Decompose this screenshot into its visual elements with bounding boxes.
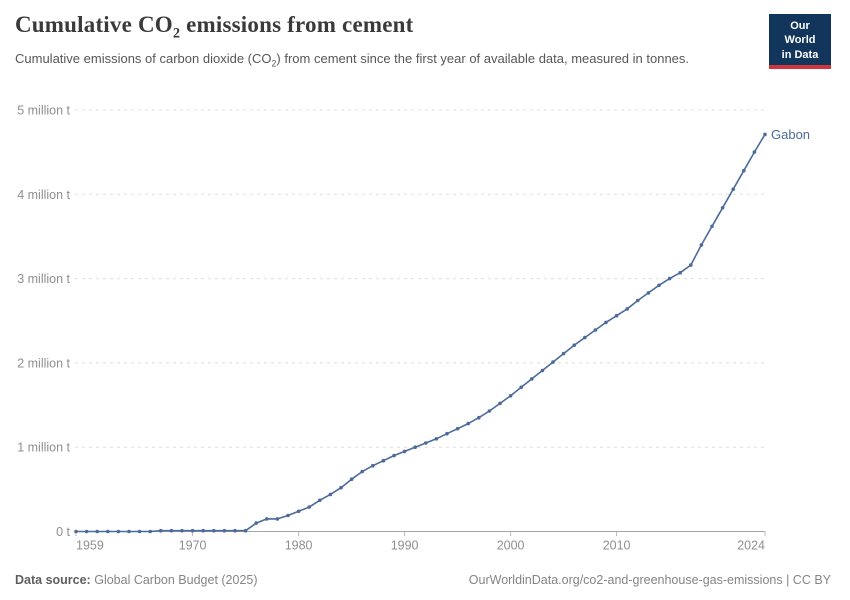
x-tick-label: 1970 [179, 539, 207, 553]
data-point[interactable] [646, 291, 651, 295]
chart-title-text-2: emissions from cement [180, 12, 414, 37]
y-tick-label: 2 million t [17, 356, 70, 370]
data-point[interactable] [477, 415, 481, 420]
data-point[interactable] [296, 509, 301, 514]
data-point[interactable] [625, 307, 629, 311]
data-point[interactable] [74, 529, 78, 534]
data-point[interactable] [127, 529, 131, 534]
chart-subtitle-text: Cumulative emissions of carbon dioxide (… [15, 51, 272, 66]
owid-url-link[interactable]: OurWorldinData.org/co2-and-greenhouse-ga… [468, 573, 831, 587]
data-point[interactable] [561, 351, 566, 356]
data-point[interactable] [689, 263, 693, 267]
data-point[interactable] [720, 206, 725, 210]
data-point[interactable] [614, 313, 619, 318]
y-tick-label: 0 t [56, 525, 70, 539]
data-point[interactable] [349, 477, 354, 482]
chart-subtitle: Cumulative emissions of carbon dioxide (… [15, 50, 747, 68]
data-point[interactable] [742, 168, 746, 173]
data-point[interactable] [116, 529, 121, 534]
data-point[interactable] [752, 150, 757, 154]
data-point[interactable] [551, 360, 555, 364]
owid-logo-line2: in Data [781, 48, 819, 61]
data-point[interactable] [487, 409, 492, 413]
data-point[interactable] [201, 528, 205, 533]
data-point[interactable] [190, 528, 195, 533]
y-tick-label: 3 million t [17, 272, 70, 286]
y-tick-label: 1 million t [17, 441, 70, 455]
x-tick-label: 1990 [391, 539, 419, 553]
data-point[interactable] [424, 441, 428, 445]
data-point[interactable] [84, 529, 89, 534]
data-point[interactable] [519, 385, 523, 390]
data-point[interactable] [572, 343, 576, 347]
data-point[interactable] [530, 377, 534, 381]
data-point[interactable] [583, 335, 587, 340]
data-source-value: Global Carbon Budget (2025) [94, 573, 258, 587]
data-point[interactable] [265, 517, 269, 521]
data-point[interactable] [678, 270, 682, 275]
entity-label-gabon[interactable]: Gabon [771, 127, 810, 142]
data-point[interactable] [593, 328, 598, 332]
owid-logo-line1: Our World [784, 20, 816, 47]
data-point[interactable] [222, 528, 227, 533]
data-point[interactable] [636, 298, 640, 303]
data-point[interactable] [371, 463, 375, 468]
chart-title-text: Cumulative CO [15, 12, 173, 37]
data-point[interactable] [318, 498, 322, 503]
y-tick-label: 5 million t [17, 104, 70, 118]
chart-subtitle-subscript: 2 [271, 58, 277, 69]
data-point[interactable] [307, 505, 312, 509]
data-point[interactable] [699, 243, 704, 247]
data-point[interactable] [286, 513, 290, 518]
data-point[interactable] [604, 320, 608, 325]
x-tick-label: 2024 [737, 539, 765, 553]
data-point[interactable] [466, 421, 471, 426]
data-point[interactable] [667, 276, 672, 281]
data-point[interactable] [763, 132, 767, 137]
data-point[interactable] [508, 394, 513, 398]
data-point[interactable] [413, 445, 418, 450]
y-tick-label: 4 million t [17, 188, 70, 202]
data-point[interactable] [381, 458, 386, 463]
owid-logo[interactable]: Our World in Data [769, 14, 831, 69]
data-point[interactable] [498, 401, 502, 406]
data-point[interactable] [243, 528, 248, 533]
data-point[interactable] [657, 283, 661, 288]
line-chart[interactable]: 0 t 1 million t 2 million t 3 million t 4 mi… [0, 96, 850, 561]
data-source-label: Data source: [15, 573, 91, 587]
data-point[interactable] [95, 529, 99, 534]
data-point[interactable] [169, 528, 174, 533]
data-point[interactable] [731, 187, 735, 191]
data-point[interactable] [455, 426, 460, 431]
data-point[interactable] [159, 528, 163, 533]
data-point[interactable] [710, 224, 714, 229]
chart-footer: Data source: Global Carbon Budget (2025)… [15, 573, 831, 587]
x-tick-label: 1980 [285, 539, 313, 553]
data-point[interactable] [339, 485, 343, 490]
data-point[interactable] [445, 431, 449, 436]
data-point[interactable] [148, 529, 152, 534]
chart-title: Cumulative CO2 emissions from cement [15, 12, 414, 41]
chart-title-subscript: 2 [172, 25, 181, 42]
data-point[interactable] [233, 528, 237, 533]
chart-subtitle-text-2: ) from cement since the first year of av… [276, 51, 690, 66]
data-point[interactable] [392, 453, 396, 458]
data-point[interactable] [106, 529, 110, 534]
data-point[interactable] [434, 437, 439, 441]
data-source: Data source: Global Carbon Budget (2025) [15, 573, 258, 587]
data-point[interactable] [254, 521, 258, 525]
data-point[interactable] [180, 528, 184, 533]
x-tick-label: 1959 [76, 539, 104, 553]
data-point[interactable] [137, 529, 142, 534]
data-point[interactable] [275, 517, 280, 521]
data-point[interactable] [328, 492, 333, 497]
data-point[interactable] [540, 368, 545, 373]
x-tick-label: 2000 [497, 539, 525, 553]
data-point[interactable] [360, 469, 365, 474]
x-tick-label: 2010 [603, 539, 631, 553]
data-point[interactable] [402, 449, 407, 454]
data-point[interactable] [212, 528, 216, 533]
